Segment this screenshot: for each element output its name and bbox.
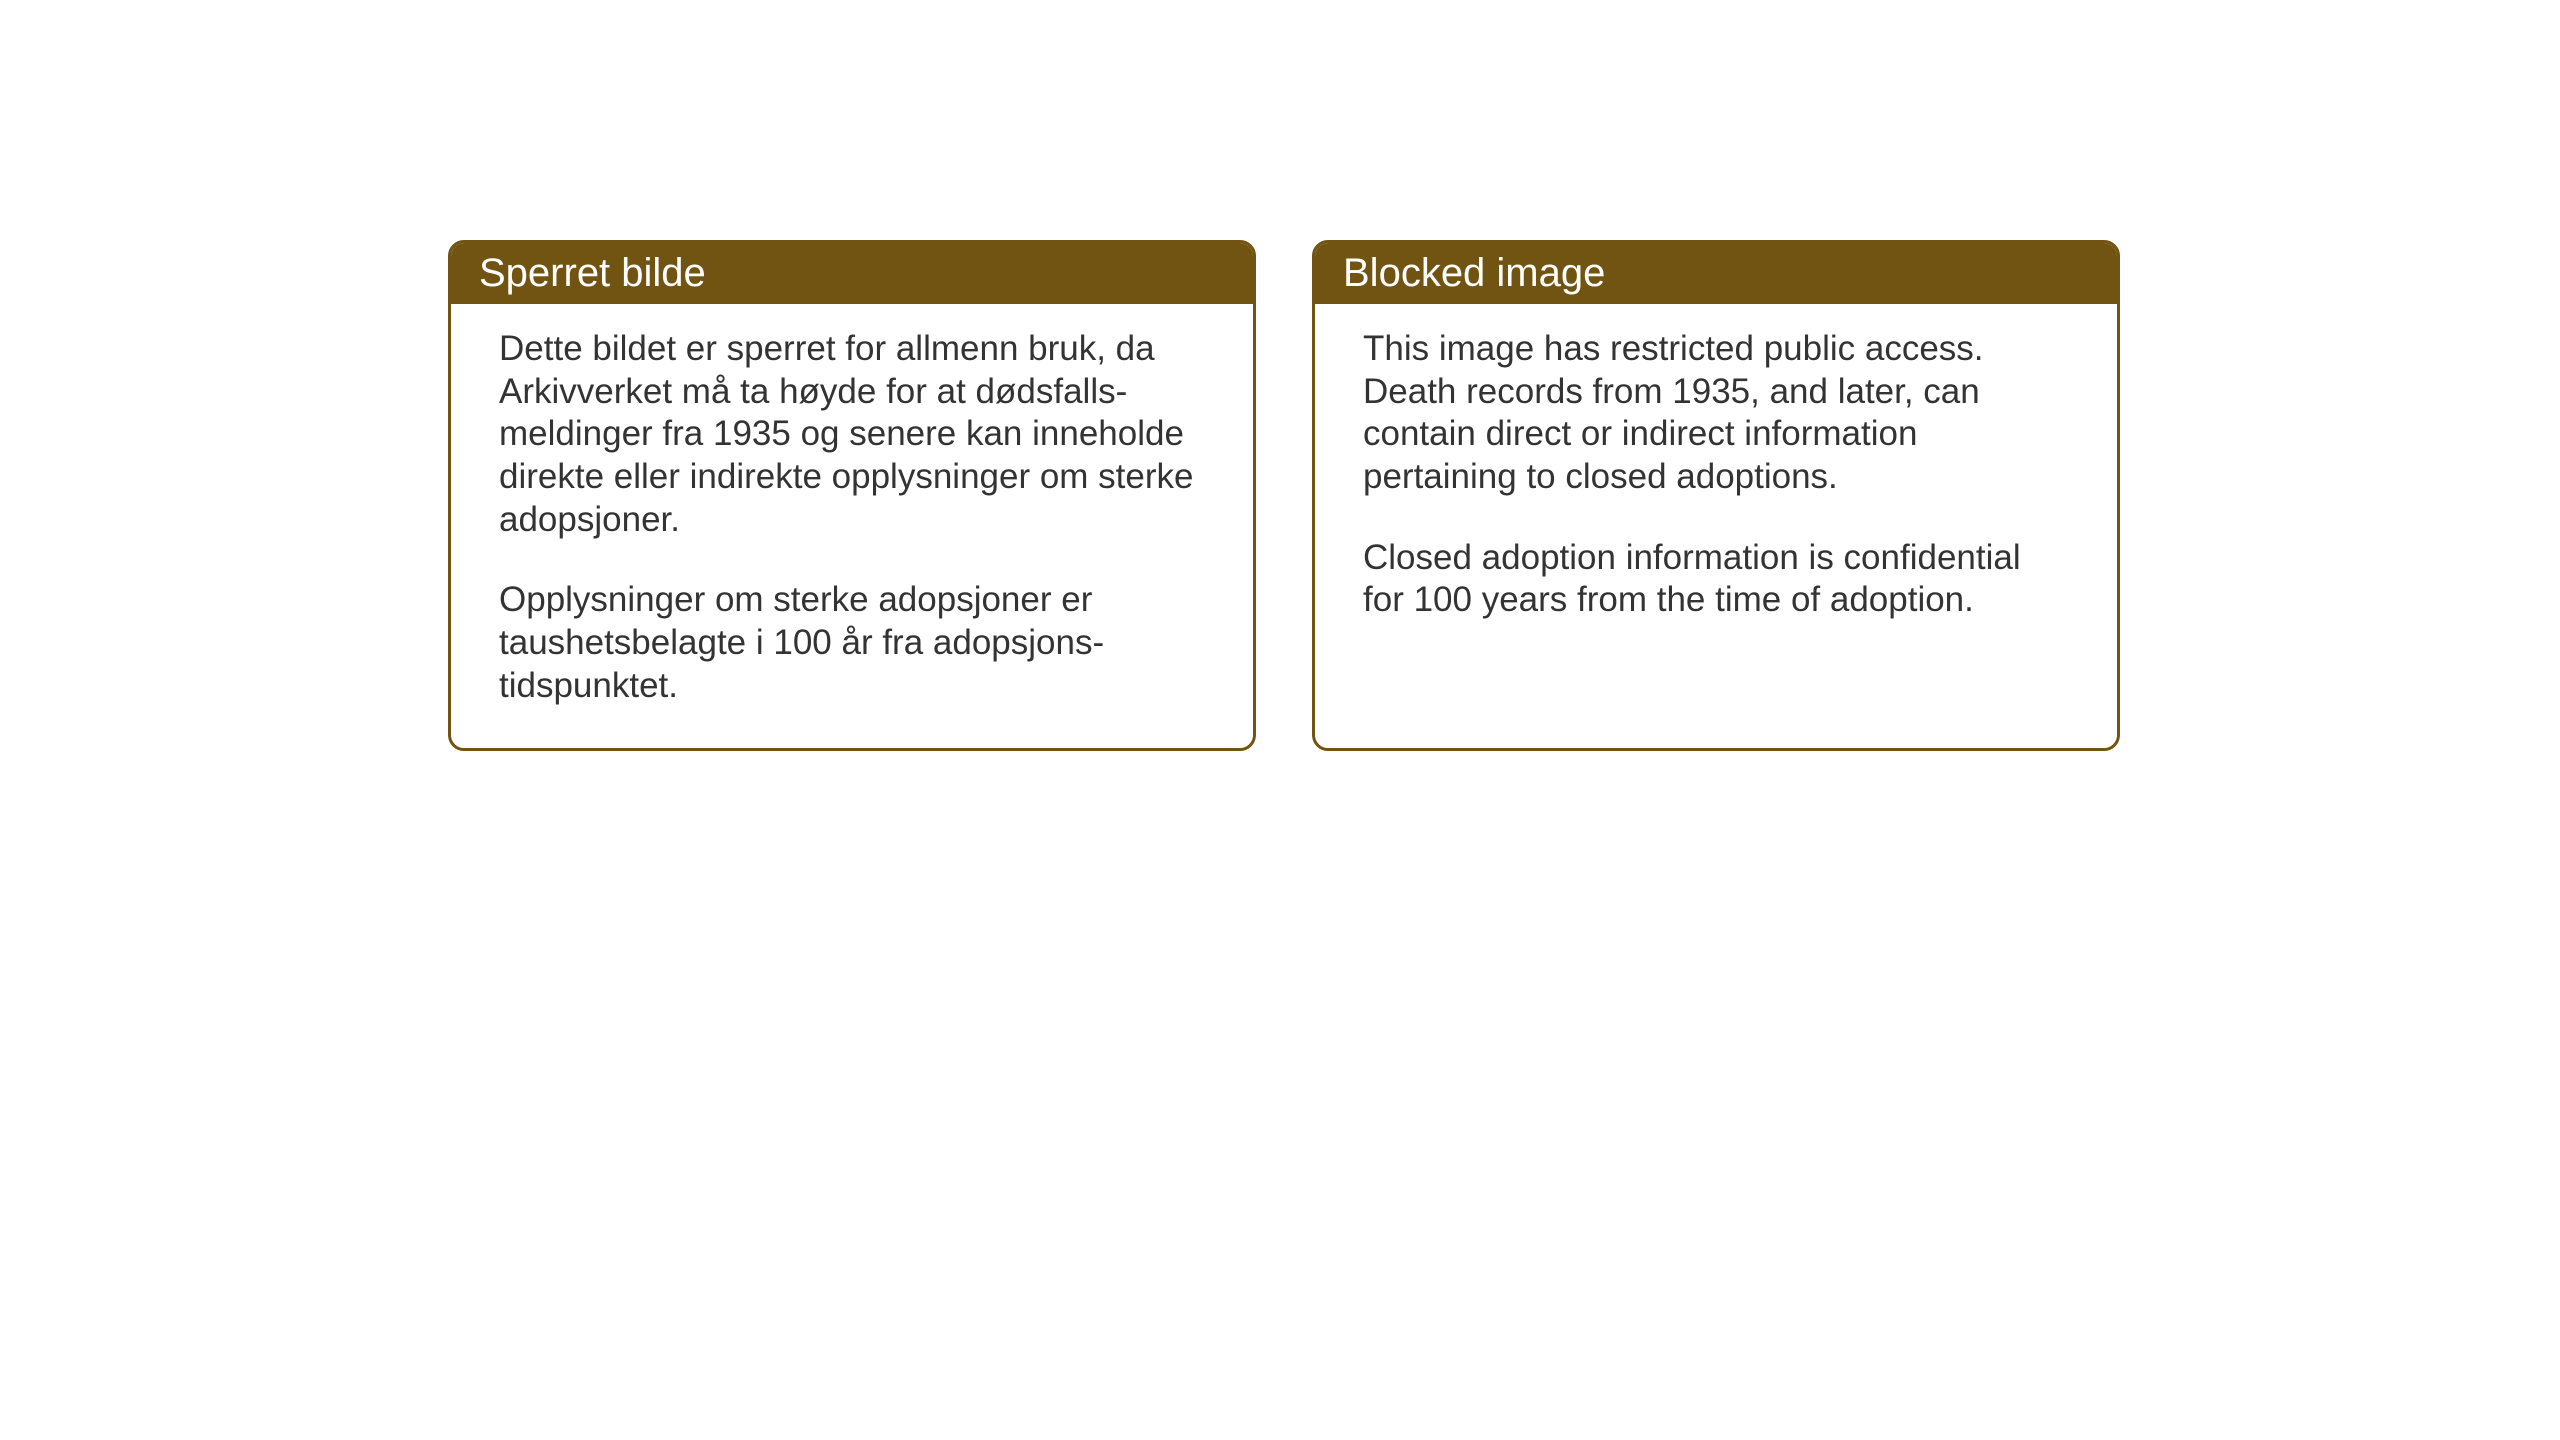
notice-card-norwegian: Sperret bilde Dette bildet er sperret fo… [448, 240, 1256, 751]
card-body-norwegian: Dette bildet er sperret for allmenn bruk… [451, 304, 1253, 748]
card-paragraph1-english: This image has restricted public access.… [1363, 328, 2069, 499]
card-header-english: Blocked image [1315, 243, 2117, 304]
card-title-norwegian: Sperret bilde [479, 251, 706, 295]
notice-card-english: Blocked image This image has restricted … [1312, 240, 2120, 751]
card-header-norwegian: Sperret bilde [451, 243, 1253, 304]
card-body-english: This image has restricted public access.… [1315, 304, 2117, 662]
notice-container: Sperret bilde Dette bildet er sperret fo… [448, 240, 2120, 751]
card-paragraph2-english: Closed adoption information is confident… [1363, 537, 2069, 622]
card-title-english: Blocked image [1343, 251, 1605, 295]
card-paragraph1-norwegian: Dette bildet er sperret for allmenn bruk… [499, 328, 1205, 541]
card-paragraph2-norwegian: Opplysninger om sterke adopsjoner er tau… [499, 579, 1205, 707]
